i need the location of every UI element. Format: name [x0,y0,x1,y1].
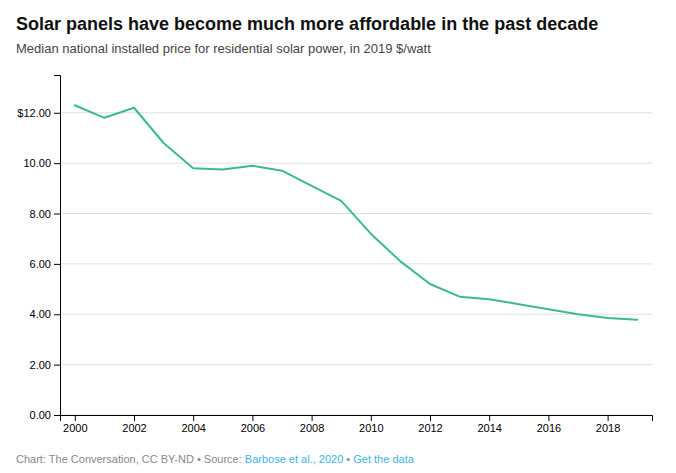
y-tick: 2.00 [30,359,60,371]
footer-link: Barbose et al., 2020 [245,453,343,465]
x-tick: 2002 [122,415,146,434]
y-tick-mark [54,365,60,366]
x-tick-mark [312,415,313,421]
x-tick-mark [252,415,253,421]
y-axis: 0.00 2.00 4.00 6.00 8.00 10.00 $12.00 [17,76,60,422]
x-tick-label: 2010 [359,422,383,434]
footer: Chart: The Conversation, CC BY-ND • Sour… [16,453,415,465]
y-tick-label: 2.00 [30,359,51,371]
x-axis: 2000 2002 2004 2006 2008 2010 2012 2014 2016 2018 [61,415,653,434]
x-tick: 2000 [63,415,87,434]
y-tick: 10.00 [23,157,60,169]
x-tick-label: 2004 [181,422,205,434]
x-tick: 2004 [181,415,205,434]
grid-line [60,314,652,315]
x-tick-mark [489,415,490,421]
x-tick-mark [193,415,194,421]
x-tick: 2012 [418,415,442,434]
grid-line [60,263,652,264]
y-tick-label: 0.00 [30,409,51,421]
data-line [75,105,637,320]
grid-line [60,213,652,214]
y-tick-mark [54,113,60,114]
y-tick: $12.00 [17,107,60,119]
x-tick: 2018 [596,415,620,434]
title-line: Solar panels have become much more affor… [16,14,598,34]
x-tick: 2006 [241,415,265,434]
title: Solar panels have become much more affor… [16,14,598,34]
footer-text: • [343,453,353,465]
x-tick-label: 2018 [596,422,620,434]
x-tick-label: 2016 [537,422,561,434]
footer-link: Get the data [353,453,414,465]
x-tick-label: 2006 [241,422,265,434]
y-tick-mark [54,214,60,215]
grid-line [60,112,652,113]
y-tick-label: 10.00 [23,157,51,169]
x-tick-mark [134,415,135,421]
y-tick-mark [54,314,60,315]
x-tick-label: 2002 [122,422,146,434]
x-tick: 2008 [300,415,324,434]
x-tick-label: 2012 [418,422,442,434]
x-tick-mark [75,415,76,421]
x-tick-mark [548,415,549,421]
y-tick: 4.00 [30,308,60,320]
y-tick-mark [54,415,60,416]
y-tick: 0.00 [30,409,60,421]
x-axis-line [61,416,653,422]
x-tick: 2014 [477,415,501,434]
x-tick: 2016 [537,415,561,434]
y-tick: 8.00 [30,208,60,220]
x-tick-mark [608,415,609,421]
y-tick-label: 4.00 [30,308,51,320]
y-axis-line [54,76,61,416]
y-tick-mark [54,163,60,164]
x-tick-mark [371,415,372,421]
x-tick-label: 2000 [63,422,87,434]
y-tick-label: 6.00 [30,258,51,270]
x-tick: 2010 [359,415,383,434]
grid-line [60,163,652,164]
x-tick-label: 2014 [477,422,501,434]
y-tick: 6.00 [30,258,60,270]
footer-text: Chart: The Conversation, CC BY-ND • Sour… [16,453,245,465]
grid-line [60,364,652,365]
plot: 2000 2002 2004 2006 2008 2010 2012 2014 2016 2018… [17,76,652,434]
grid [60,113,652,415]
subtitle: Median national installed price for resi… [16,41,431,56]
marks [75,105,637,320]
y-tick-label: $12.00 [17,107,51,119]
y-tick-label: 8.00 [30,208,51,220]
x-tick-label: 2008 [300,422,324,434]
chart-svg: Solar panels have become much more affor… [0,0,676,473]
y-tick-mark [54,264,60,265]
x-tick-mark [430,415,431,421]
